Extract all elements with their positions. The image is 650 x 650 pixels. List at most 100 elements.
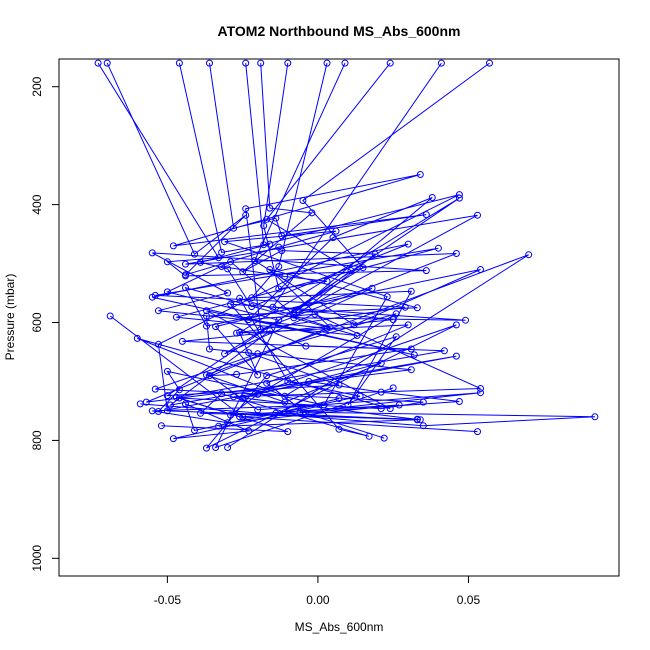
data-point: [221, 238, 229, 246]
data-point: [251, 257, 259, 265]
data-point: [275, 285, 283, 293]
data-point: [350, 321, 358, 329]
data-point: [254, 350, 262, 358]
data-point: [416, 171, 424, 178]
data-point: [148, 249, 156, 257]
data-point: [474, 428, 481, 436]
data-point: [169, 242, 177, 250]
data-point: [413, 304, 421, 312]
data-point: [163, 288, 171, 296]
chart-title: ATOM2 Northbound MS_Abs_600nm: [218, 23, 461, 39]
data-point: [203, 371, 210, 379]
data-point: [474, 211, 481, 219]
data-point: [163, 367, 171, 375]
data-point: [452, 321, 460, 329]
data-point: [151, 385, 159, 393]
data-point: [404, 321, 412, 329]
data-point: [263, 215, 271, 223]
data-point: [215, 422, 223, 430]
data-point: [452, 352, 460, 360]
data-point: [242, 205, 250, 213]
series-11: [154, 59, 463, 430]
series-line: [205, 62, 529, 449]
y-axis: 200 400 600 800 1000: [30, 76, 60, 572]
data-point: [212, 323, 220, 331]
series-line: [161, 62, 445, 433]
data-point: [323, 277, 331, 285]
data-point: [197, 409, 204, 417]
data-point: [272, 409, 280, 417]
data-point: [419, 422, 427, 430]
data-point: [175, 59, 183, 67]
data-point: [203, 444, 210, 452]
data-point: [335, 395, 343, 403]
data-point: [191, 250, 198, 258]
data-point: [305, 378, 313, 385]
data-point: [462, 316, 469, 324]
series-line: [97, 62, 478, 440]
data-point: [377, 359, 385, 367]
data-point: [157, 422, 165, 430]
data-point: [254, 406, 262, 414]
data-point: [203, 322, 210, 330]
data-point: [206, 345, 213, 353]
data-point: [263, 372, 271, 380]
data-point: [239, 268, 247, 276]
data-point: [133, 334, 141, 342]
data-point: [437, 59, 445, 67]
data-point: [392, 333, 400, 341]
data-point: [94, 59, 102, 67]
data-point: [269, 303, 277, 311]
data-point: [154, 307, 162, 315]
data-point: [154, 340, 162, 348]
data-point: [212, 444, 220, 451]
data-point: [383, 293, 391, 301]
series-6: [203, 59, 533, 452]
data-point: [395, 401, 403, 409]
y-tick-label: 400: [30, 194, 44, 214]
data-point: [386, 59, 394, 67]
data-point: [103, 59, 111, 67]
data-point: [422, 267, 430, 275]
y-tick-label: 200: [30, 76, 44, 96]
data-point: [172, 313, 180, 321]
data-point: [224, 265, 232, 273]
data-point: [245, 349, 253, 357]
data-point: [452, 250, 460, 257]
data-point: [323, 59, 331, 67]
data-point: [371, 250, 379, 258]
x-axis-label: MS_Abs_600nm: [295, 620, 384, 634]
data-point: [260, 222, 268, 230]
data-point: [257, 59, 265, 67]
data-point: [242, 59, 250, 67]
data-point: [389, 316, 397, 324]
data-point: [335, 425, 343, 433]
data-point: [347, 267, 355, 275]
data-point: [299, 197, 307, 204]
series-line: [221, 63, 328, 290]
x-tick-label: 0.00: [306, 593, 330, 607]
series-line: [157, 63, 460, 427]
data-point: [275, 263, 283, 270]
data-point: [182, 284, 189, 292]
data-point: [525, 251, 533, 259]
data-point: [182, 260, 189, 268]
x-tick-label: -0.05: [154, 593, 182, 607]
data-point: [344, 401, 352, 409]
data-point: [224, 289, 232, 297]
data-point: [136, 400, 144, 408]
data-point: [290, 314, 298, 322]
data-point: [455, 191, 463, 199]
data-point: [227, 258, 235, 266]
x-axis: -0.05 0.00 0.05: [154, 575, 480, 607]
data-point: [203, 312, 210, 320]
y-tick-label: 1000: [30, 545, 44, 572]
series-layer: [94, 59, 599, 452]
data-point: [260, 241, 268, 249]
data-point: [218, 390, 226, 398]
data-point: [591, 413, 599, 421]
series-2: [103, 59, 599, 430]
data-point: [401, 303, 409, 311]
data-point: [281, 273, 289, 280]
